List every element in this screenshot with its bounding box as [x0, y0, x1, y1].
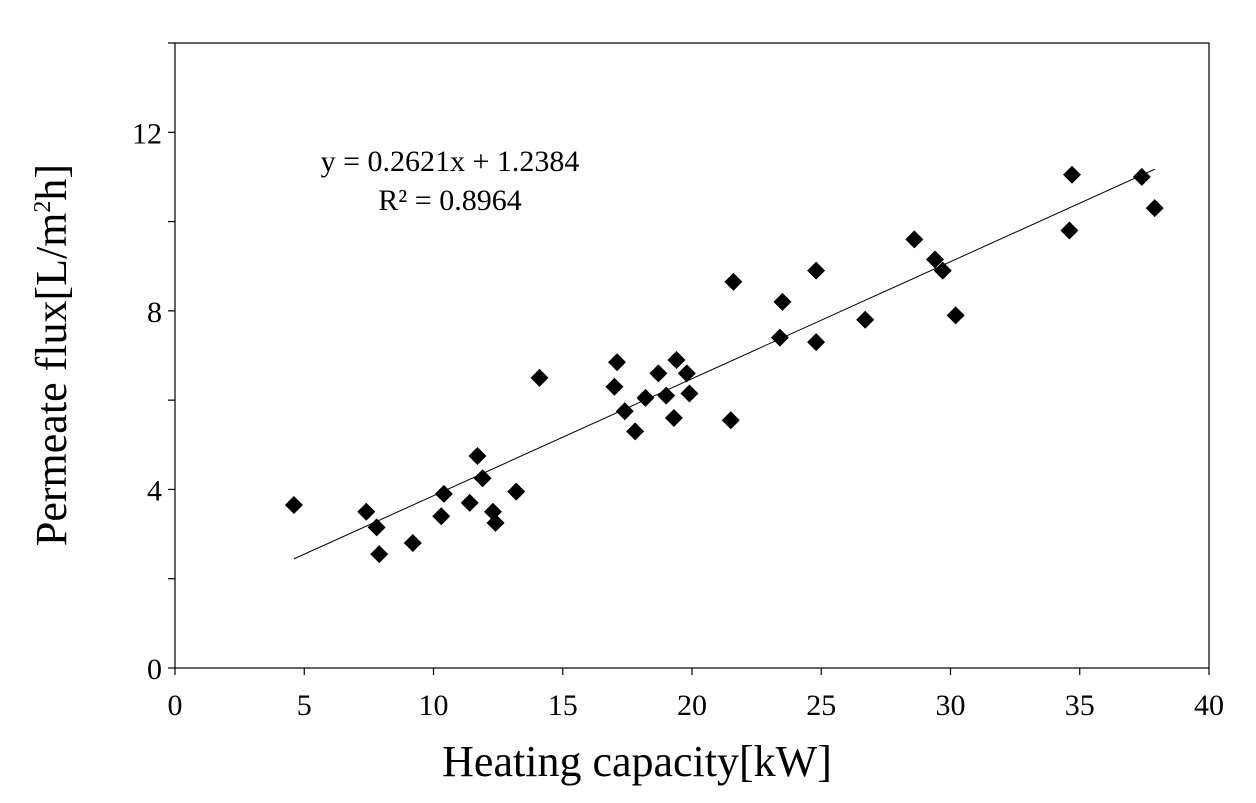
- data-point: [657, 386, 676, 405]
- x-tick-label: 10: [419, 689, 449, 722]
- data-point: [856, 310, 875, 329]
- x-tick-label: 0: [168, 689, 183, 722]
- y-axis-title-suffix: h]: [27, 164, 76, 201]
- x-tick-label: 25: [806, 689, 836, 722]
- x-tick-label: 40: [1194, 689, 1224, 722]
- data-point: [403, 534, 422, 552]
- data-point: [721, 411, 740, 430]
- data-point: [664, 409, 683, 427]
- data-point: [434, 484, 453, 503]
- data-point: [1145, 199, 1164, 218]
- y-tick-label: 12: [132, 117, 162, 150]
- data-point: [530, 368, 549, 387]
- data-point: [357, 502, 376, 521]
- data-point: [905, 230, 924, 249]
- data-point: [284, 496, 303, 515]
- data-point: [807, 333, 826, 352]
- x-tick-label: 30: [936, 689, 966, 722]
- data-point: [460, 493, 479, 512]
- x-tick-label: 15: [548, 689, 578, 722]
- data-point: [770, 328, 789, 347]
- data-point: [933, 261, 952, 280]
- data-point: [432, 507, 451, 526]
- data-point: [1062, 165, 1081, 184]
- x-tick-labels: 0 5 10 15 20 25 30 35 40: [168, 689, 1225, 722]
- data-point: [507, 482, 526, 501]
- y-tick-label: 4: [147, 474, 162, 507]
- data-point: [626, 422, 645, 441]
- data-point: [473, 469, 492, 488]
- y-tick-label: 8: [147, 296, 162, 329]
- y-axis-title-superscript: 2: [30, 201, 56, 213]
- y-axis-title: Permeate flux[L/m2h]: [27, 164, 76, 546]
- y-axis: [168, 42, 175, 669]
- data-point: [370, 545, 389, 564]
- r-squared-label: R² = 0.8964: [378, 184, 521, 217]
- data-point: [773, 292, 792, 311]
- data-point: [667, 350, 686, 369]
- y-tick-labels: 0 4 8 12: [132, 117, 162, 686]
- data-point: [605, 377, 624, 396]
- x-axis-title: Heating capacity[kW]: [442, 737, 832, 786]
- trendline-equation: y = 0.2621x + 1.2384: [321, 145, 580, 178]
- data-point: [486, 513, 505, 532]
- data-point: [468, 446, 487, 465]
- data-point: [677, 364, 696, 383]
- data-point: [724, 272, 743, 291]
- trendline: [293, 168, 1155, 560]
- data-points: [284, 165, 1164, 564]
- data-point: [615, 402, 634, 421]
- plot-area-frame: [174, 42, 1210, 669]
- data-point: [946, 306, 965, 325]
- data-point: [636, 388, 655, 407]
- x-tick-label: 35: [1065, 689, 1095, 722]
- data-point: [680, 384, 699, 403]
- data-point: [807, 261, 826, 280]
- data-point: [608, 353, 627, 372]
- data-point: [367, 518, 386, 537]
- data-point: [1132, 167, 1151, 186]
- y-axis-title-prefix: Permeate flux[L/m: [27, 213, 76, 547]
- y-tick-label: 0: [147, 653, 162, 686]
- data-point: [1060, 221, 1079, 240]
- x-axis: [174, 668, 1210, 675]
- x-tick-label: 20: [677, 689, 707, 722]
- x-tick-label: 5: [297, 689, 312, 722]
- data-point: [649, 364, 668, 383]
- data-point: [925, 250, 944, 269]
